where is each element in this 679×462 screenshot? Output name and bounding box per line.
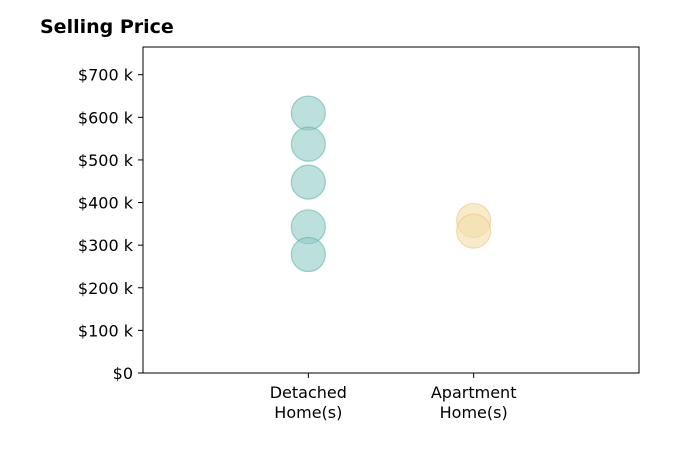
y-tick-label: $0 xyxy=(113,364,133,383)
plot-frame xyxy=(142,46,640,374)
y-tick-label: $700 k xyxy=(78,66,134,85)
y-tick-label: $600 k xyxy=(78,108,134,127)
data-point xyxy=(290,95,326,131)
x-axis: Detached Home(s) Apartment Home(s) xyxy=(270,373,517,422)
y-tick-label: $500 k xyxy=(78,151,134,170)
y-tick-label: $400 k xyxy=(78,194,134,213)
plot-area xyxy=(142,46,640,374)
y-tick-label: $300 k xyxy=(78,236,134,255)
x-tick-label: Apartment Home(s) xyxy=(431,383,517,422)
data-point xyxy=(290,126,326,162)
data-point xyxy=(290,236,326,273)
chart-title: Selling Price xyxy=(40,16,174,38)
y-axis: $0 $100 k $200 k $300 k $400 k $500 k $600 k $7… xyxy=(78,66,143,383)
x-tick-label: Detached Home(s) xyxy=(270,383,347,422)
y-tick-label: $100 k xyxy=(78,321,134,340)
data-point xyxy=(290,164,326,200)
y-tick-label: $200 k xyxy=(78,279,134,298)
data-points xyxy=(290,95,492,273)
data-point xyxy=(456,213,492,249)
